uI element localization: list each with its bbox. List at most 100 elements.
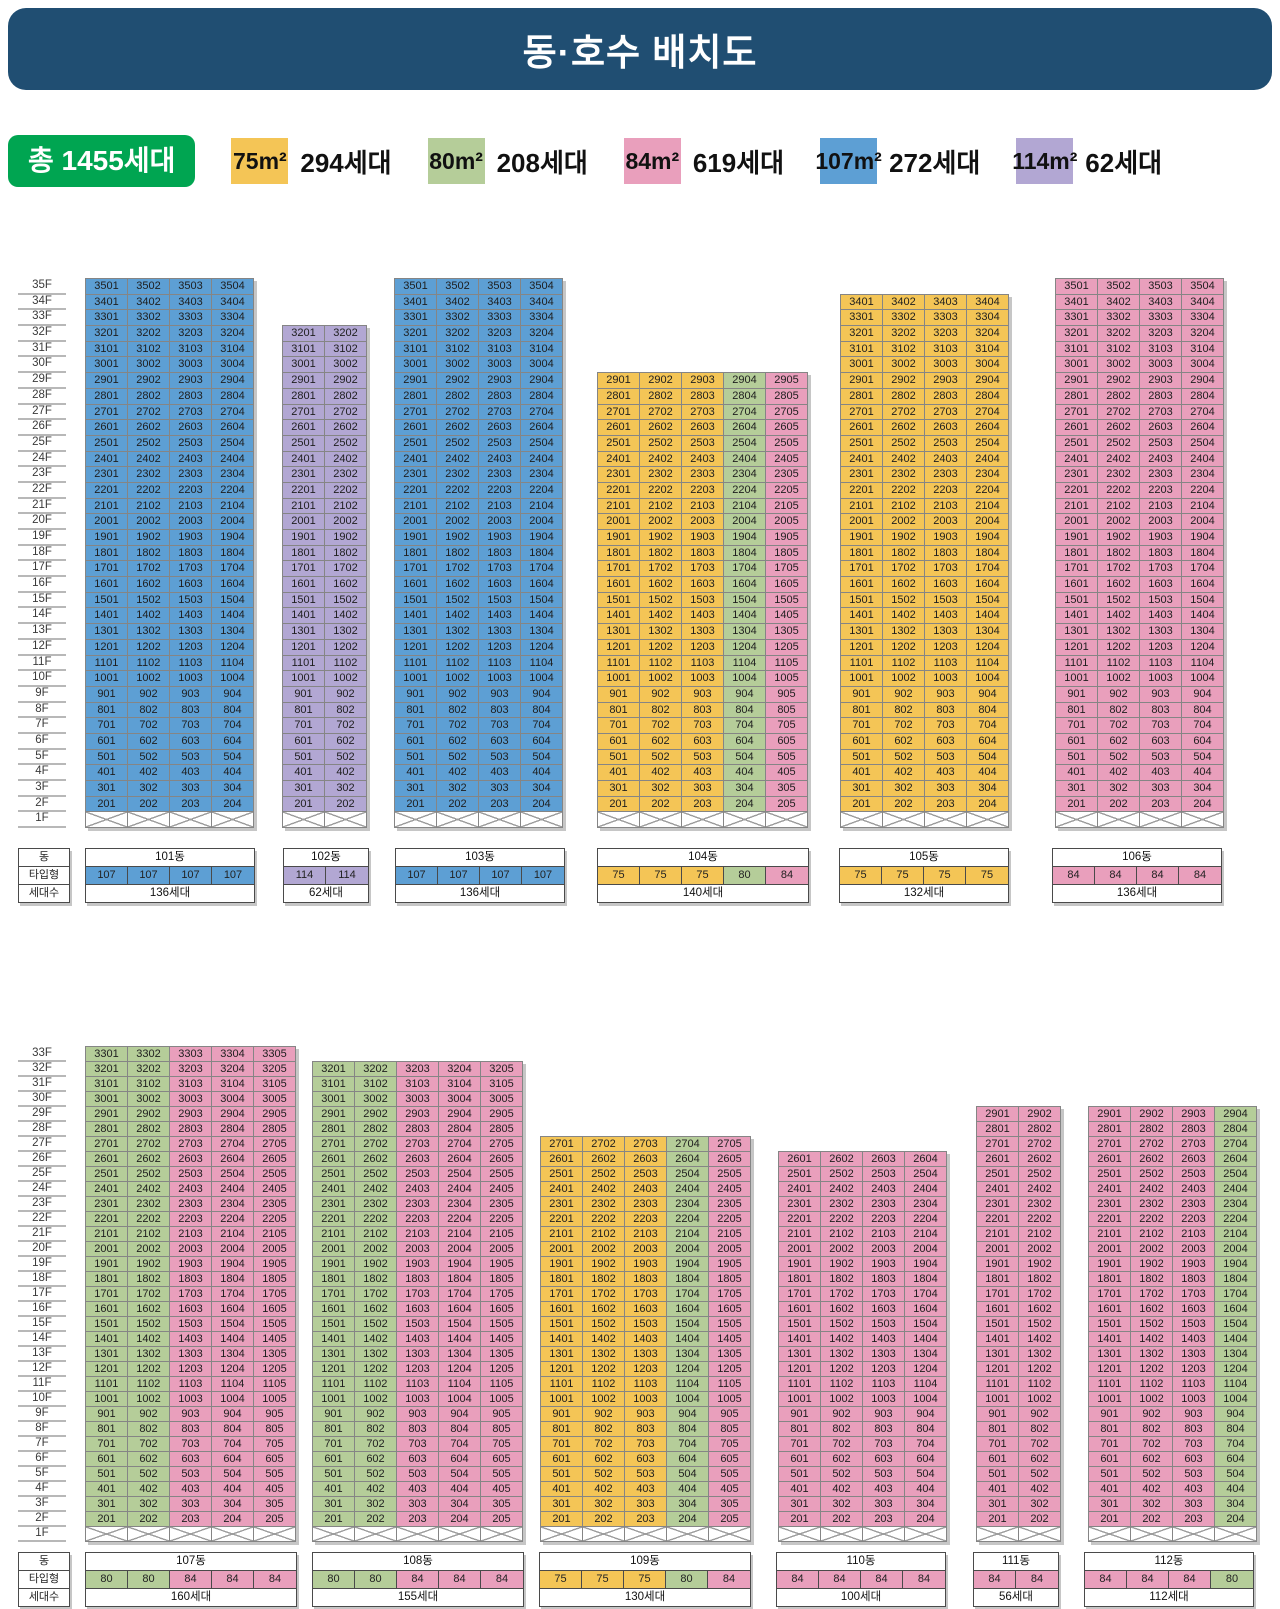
floor-label-22F: 22F xyxy=(18,483,66,499)
floor-label-28F: 28F xyxy=(18,389,66,405)
unit-cell: 704 xyxy=(1215,1437,1257,1453)
unit-cell: 1501 xyxy=(86,1317,128,1333)
unit-cell: 1703 xyxy=(682,561,724,578)
building-name: 106동 xyxy=(1053,849,1221,867)
unit-cell: 2104 xyxy=(1215,1227,1257,1243)
floor-row: 1601 1602 1603 1604 xyxy=(841,577,1009,593)
floor-row: 601 602 603 604 xyxy=(841,733,1009,750)
floor-row: 1301 1302 1303 1304 1305 xyxy=(86,1347,296,1363)
ground-x-cell xyxy=(640,812,682,829)
unit-cell: 3403 xyxy=(479,294,521,311)
unit-cell: 1004 xyxy=(967,671,1009,687)
unit-cell: 2003 xyxy=(170,514,212,530)
unit-cell: 2602 xyxy=(128,420,170,436)
unit-cell: 303 xyxy=(863,1497,905,1513)
floor-row: 3501 3502 3503 3504 xyxy=(395,279,563,295)
unit-cell: 2503 xyxy=(625,1167,667,1183)
unit-cell: 1001 xyxy=(1089,1392,1131,1408)
ground-floor-row xyxy=(977,1527,1061,1543)
unit-cell: 2102 xyxy=(583,1227,625,1243)
unit-cell: 1101 xyxy=(395,655,437,672)
floor-label-11F: 11F xyxy=(18,1377,66,1393)
unit-cell: 1602 xyxy=(355,1302,397,1318)
floor-label-1F: 1F xyxy=(18,1527,66,1543)
unit-cell: 1601 xyxy=(598,577,640,593)
legend-count: 208세대 xyxy=(496,147,588,178)
floor-label-5F: 5F xyxy=(18,750,66,766)
unit-cell: 3102 xyxy=(325,341,367,358)
floor-label-32F: 32F xyxy=(18,1062,66,1078)
unit-cell: 2302 xyxy=(1131,1197,1173,1213)
unit-cell: 301 xyxy=(86,1497,128,1513)
floor-row: 1001 1002 1003 1004 xyxy=(1056,671,1224,687)
ground-floor-row xyxy=(313,1527,523,1543)
unit-cell: 1603 xyxy=(1140,577,1182,593)
unit-cell: 601 xyxy=(1056,733,1098,750)
unit-cell: 1503 xyxy=(1173,1317,1215,1333)
unit-cell: 1402 xyxy=(640,608,682,625)
unit-cell: 1202 xyxy=(883,639,925,656)
floor-row: 1901 1902 xyxy=(283,530,367,546)
unit-cell: 2703 xyxy=(1140,404,1182,421)
unit-cell: 1602 xyxy=(640,577,682,593)
unit-cell: 1902 xyxy=(1098,530,1140,546)
unit-cell: 705 xyxy=(709,1437,751,1453)
unit-cell: 1002 xyxy=(1019,1392,1061,1408)
unit-cell: 2004 xyxy=(212,1242,254,1258)
unit-cell: 602 xyxy=(128,1452,170,1468)
unit-cell: 1001 xyxy=(313,1392,355,1408)
floor-row: 3101 3102 3103 3104 xyxy=(395,341,563,358)
building-summary-110동: 110동 84 84 84 84 100세대 xyxy=(776,1552,946,1608)
unit-cell: 1302 xyxy=(355,1347,397,1363)
unit-cell: 803 xyxy=(170,1422,212,1438)
unit-cell: 702 xyxy=(355,1437,397,1453)
floor-label-15F: 15F xyxy=(18,593,66,609)
floor-row: 2201 2202 xyxy=(977,1212,1061,1228)
unit-cell: 1001 xyxy=(779,1392,821,1408)
unit-cell: 3002 xyxy=(128,357,170,374)
unit-cell: 2102 xyxy=(883,498,925,515)
floor-row: 401 402 403 404 405 xyxy=(313,1482,523,1498)
unit-cell: 3403 xyxy=(170,294,212,311)
floor-row: 1101 1102 1103 1104 1105 xyxy=(598,655,808,672)
unit-cell: 302 xyxy=(1098,781,1140,797)
unit-cell: 1201 xyxy=(1056,639,1098,656)
type-cell: 75 xyxy=(840,867,882,885)
unit-cell: 1203 xyxy=(863,1362,905,1378)
unit-cell: 1604 xyxy=(439,1302,481,1318)
unit-cell: 604 xyxy=(967,733,1009,750)
unit-cell: 2902 xyxy=(437,373,479,389)
unit-cell: 604 xyxy=(212,733,254,750)
unit-cell: 1901 xyxy=(541,1257,583,1273)
unit-cell: 802 xyxy=(1019,1422,1061,1438)
unit-cell: 2403 xyxy=(625,1182,667,1198)
unit-cell: 804 xyxy=(967,702,1009,719)
unit-cell: 904 xyxy=(1215,1407,1257,1423)
unit-cell: 1402 xyxy=(325,608,367,625)
unit-cell: 1405 xyxy=(254,1332,296,1348)
building-name: 111동 xyxy=(974,1553,1058,1571)
unit-cell: 3201 xyxy=(283,326,325,342)
unit-cell: 3301 xyxy=(395,310,437,327)
unit-cell: 1503 xyxy=(682,592,724,609)
unit-cell: 1401 xyxy=(283,608,325,625)
floor-row: 1101 1102 1103 1104 xyxy=(1056,655,1224,672)
ground-x-cell xyxy=(1173,1527,1215,1543)
unit-cell: 1202 xyxy=(437,639,479,656)
unit-cell: 903 xyxy=(170,1407,212,1423)
unit-cell: 2502 xyxy=(821,1167,863,1183)
unit-cell: 203 xyxy=(1140,796,1182,813)
unit-cell: 1102 xyxy=(128,1377,170,1393)
unit-cell: 1702 xyxy=(583,1287,625,1303)
unit-cell: 2602 xyxy=(883,420,925,436)
floor-row: 1701 1702 1703 1704 1705 xyxy=(598,561,808,578)
unit-cell: 2905 xyxy=(481,1107,523,1123)
unit-cell: 1302 xyxy=(128,1347,170,1363)
unit-cell: 2102 xyxy=(1131,1227,1173,1243)
unit-cell: 1002 xyxy=(128,671,170,687)
floor-row: 401 402 403 404 xyxy=(395,765,563,781)
unit-cell: 302 xyxy=(355,1497,397,1513)
unit-cell: 1102 xyxy=(325,655,367,672)
unit-cell: 2402 xyxy=(437,451,479,468)
unit-cell: 905 xyxy=(254,1407,296,1423)
